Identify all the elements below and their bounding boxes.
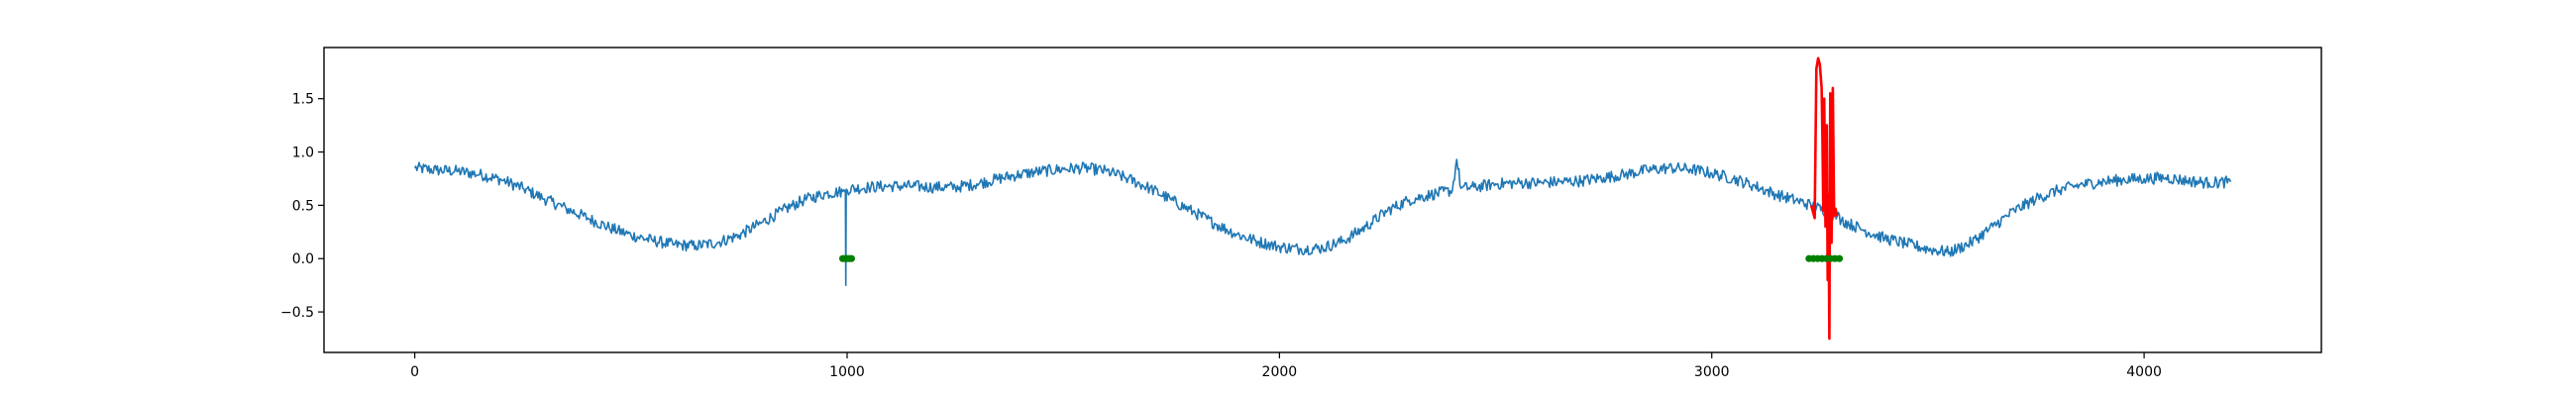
axis-ticks: 0 1000 2000 3000 4000 −0.5 0.0 0.5 1.0 1.5 <box>280 92 2162 380</box>
signal-line-series <box>413 158 2232 286</box>
y-tick-label: 0.5 <box>292 198 314 214</box>
y-tick-label: 1.5 <box>292 92 314 108</box>
y-tick-label: 1.0 <box>292 146 314 161</box>
x-tick-label: 1000 <box>829 364 865 380</box>
x-tick-label: 2000 <box>1262 364 1298 380</box>
anomaly-line-series <box>1809 56 1839 341</box>
x-tick-label: 3000 <box>1694 364 1730 380</box>
x-tick-label: 0 <box>410 364 419 380</box>
y-tick-label: 0.0 <box>292 251 314 267</box>
anomaly-marker-point <box>1835 254 1844 262</box>
plot-area-frame <box>323 47 2322 353</box>
x-tick-label: 4000 <box>2126 364 2162 380</box>
anomaly-marker-point <box>847 254 856 262</box>
series-layer <box>413 56 2232 341</box>
y-tick-label: −0.5 <box>280 305 314 321</box>
